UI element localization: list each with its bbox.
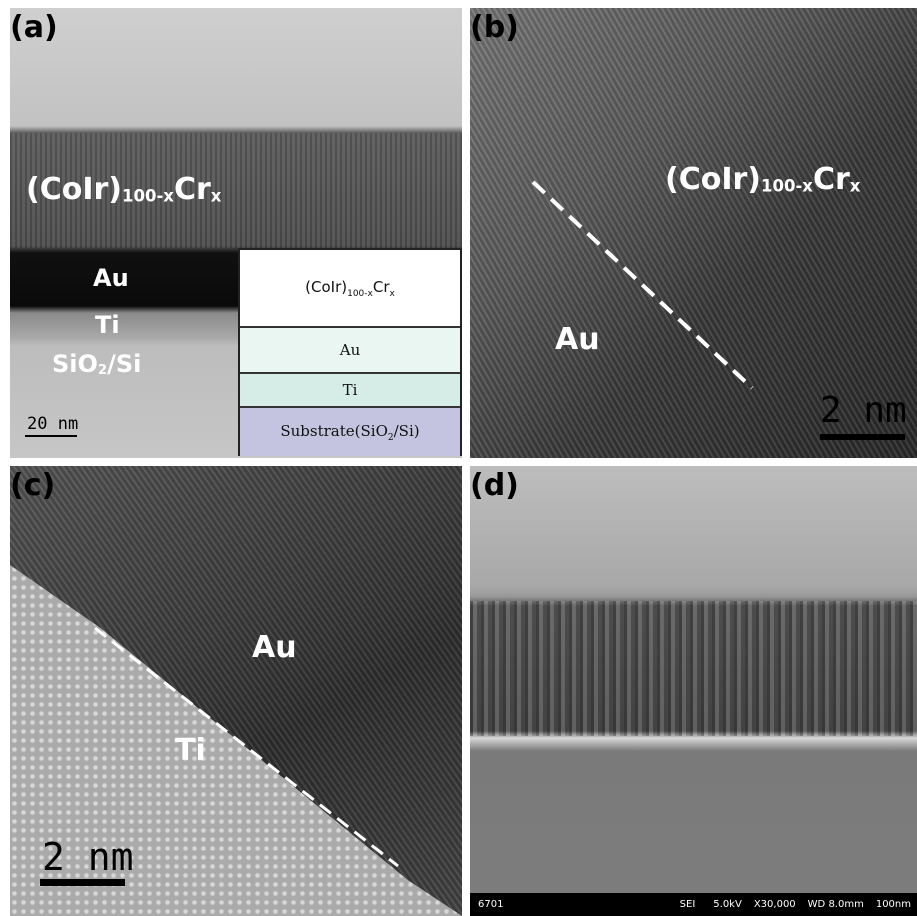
figure: (a) (CoIr)100-xCrx Au Ti SiO2/Si 20 nm (…	[0, 0, 917, 916]
interface-line	[533, 182, 752, 388]
interface-line	[95, 628, 398, 866]
interface-lines	[0, 0, 917, 916]
